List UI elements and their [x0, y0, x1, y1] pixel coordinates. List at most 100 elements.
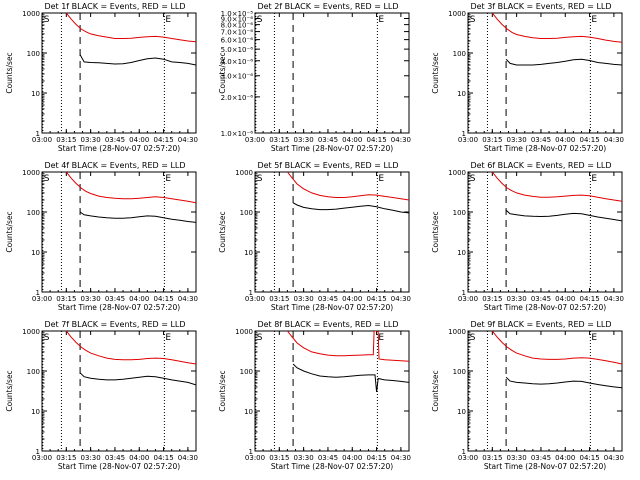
series-lld — [491, 331, 622, 365]
marker-e: E — [378, 15, 384, 25]
series-events — [79, 211, 196, 223]
series-events — [79, 372, 196, 386]
y-tick-label: 100 — [240, 368, 253, 376]
series-events — [505, 58, 622, 66]
marker-e: E — [165, 174, 171, 184]
x-tick-label: 03:30 — [507, 454, 527, 462]
y-tick-label: 100 — [240, 209, 253, 217]
y-tick-label: 1000 — [235, 169, 253, 177]
x-tick-label: 04:30 — [391, 295, 411, 303]
y-axis-label: Counts/sec — [431, 370, 440, 411]
plot-frame — [467, 330, 623, 452]
x-tick-label: 04:15 — [366, 136, 386, 144]
y-tick-label: 6.0×10⁻⁶ — [221, 37, 254, 45]
marker-s: S — [44, 333, 50, 343]
panel-det4f: Det 4f BLACK = Events, RED = LLD 03:00 03:… — [5, 161, 198, 312]
x-tick-label: 04:00 — [129, 295, 149, 303]
y-axis-label: Counts/sec — [431, 211, 440, 252]
x-tick-label: 03:30 — [81, 295, 101, 303]
x-tick-label: 03:00 — [32, 136, 52, 144]
x-tick-label: 04:30 — [178, 454, 198, 462]
y-tick-label: 10 — [457, 249, 466, 257]
marker-s: S — [257, 333, 263, 343]
y-tick-label: 10 — [244, 408, 253, 416]
x-tick-label: 04:30 — [604, 295, 624, 303]
panel-title: Det 9f BLACK = Events, RED = LLD — [470, 320, 611, 329]
series-lld — [65, 172, 196, 204]
y-tick-label: 3.0×10⁻⁶ — [221, 73, 254, 81]
y-tick-label: 4.0×10⁻⁶ — [221, 58, 254, 66]
panel-det2f: Det 2f BLACK = Events, RED = LLD 03:00 03:… — [218, 2, 411, 153]
marker-s: S — [257, 174, 263, 184]
x-tick-label: 04:30 — [391, 136, 411, 144]
y-tick-label: 7.0×10⁻⁶ — [221, 29, 254, 37]
x-tick-label: 03:45 — [531, 454, 551, 462]
x-tick-label: 03:00 — [245, 136, 265, 144]
panel-title: Det 1f BLACK = Events, RED = LLD — [44, 2, 185, 11]
x-tick-label: 04:15 — [579, 295, 599, 303]
marker-e: E — [591, 333, 597, 343]
y-axis-label: Counts/sec — [5, 211, 14, 252]
x-tick-label: 03:15 — [56, 295, 76, 303]
series-lld — [491, 172, 622, 202]
marker-e: E — [591, 15, 597, 25]
x-axis-label: Start Time (28-Nov-07 02:57:20) — [271, 144, 393, 153]
y-tick-label: 1.0×10⁻⁶ — [221, 130, 254, 138]
y-tick-label: 1 — [249, 289, 253, 297]
x-tick-label: 03:15 — [482, 295, 502, 303]
x-tick-label: 03:30 — [294, 454, 314, 462]
marker-s: S — [44, 174, 50, 184]
y-tick-label: 1 — [249, 448, 253, 456]
marker-s: S — [470, 333, 476, 343]
plot-frame — [467, 171, 623, 293]
y-tick-label: 10 — [457, 90, 466, 98]
y-tick-label: 5.0×10⁻⁶ — [221, 46, 254, 54]
y-tick-label: 1000 — [448, 328, 466, 336]
x-tick-label: 03:15 — [269, 454, 289, 462]
x-tick-label: 03:30 — [294, 295, 314, 303]
x-axis-label: Start Time (28-Nov-07 02:57:20) — [484, 144, 606, 153]
y-tick-label: 100 — [27, 368, 40, 376]
x-tick-label: 04:00 — [129, 454, 149, 462]
plot-frame — [254, 12, 410, 134]
panel-det8f: Det 8f BLACK = Events, RED = LLD 03:00 03:… — [218, 320, 411, 471]
y-tick-label: 100 — [27, 50, 40, 58]
x-tick-label: 04:15 — [579, 454, 599, 462]
x-axis-label: Start Time (28-Nov-07 02:57:20) — [271, 303, 393, 312]
x-tick-label: 04:30 — [604, 136, 624, 144]
y-tick-label: 1000 — [235, 328, 253, 336]
y-axis-label: Counts/sec — [5, 52, 14, 93]
x-tick-label: 03:30 — [507, 295, 527, 303]
x-tick-label: 04:15 — [153, 454, 173, 462]
y-tick-label: 10 — [31, 249, 40, 257]
series-lld — [65, 13, 196, 43]
y-tick-label: 9.0×10⁻⁶ — [221, 15, 254, 23]
y-tick-label: 100 — [453, 50, 466, 58]
panel-title: Det 6f BLACK = Events, RED = LLD — [470, 161, 611, 170]
y-tick-label: 1000 — [22, 10, 40, 18]
x-tick-label: 03:00 — [245, 295, 265, 303]
x-axis-label: Start Time (28-Nov-07 02:57:20) — [58, 144, 180, 153]
x-tick-label: 04:30 — [391, 454, 411, 462]
x-tick-label: 04:15 — [366, 454, 386, 462]
x-tick-label: 03:45 — [531, 295, 551, 303]
x-tick-label: 04:00 — [342, 295, 362, 303]
panel-det3f: Det 3f BLACK = Events, RED = LLD 03:00 03:… — [431, 2, 624, 153]
x-tick-label: 03:15 — [56, 454, 76, 462]
x-tick-label: 03:45 — [105, 295, 125, 303]
panel-title: Det 8f BLACK = Events, RED = LLD — [257, 320, 398, 329]
series-events — [505, 376, 622, 389]
panel-title: Det 7f BLACK = Events, RED = LLD — [44, 320, 185, 329]
marker-s: S — [470, 174, 476, 184]
y-tick-label: 100 — [27, 209, 40, 217]
series-lld — [287, 331, 409, 362]
y-tick-label: 1000 — [22, 328, 40, 336]
y-tick-label: 10 — [457, 408, 466, 416]
x-axis-label: Start Time (28-Nov-07 02:57:20) — [58, 462, 180, 471]
x-tick-label: 03:00 — [458, 136, 478, 144]
x-tick-label: 04:15 — [153, 295, 173, 303]
x-tick-label: 03:30 — [507, 136, 527, 144]
y-tick-label: 10 — [31, 90, 40, 98]
x-tick-label: 04:00 — [555, 454, 575, 462]
plot-frame — [467, 12, 623, 134]
